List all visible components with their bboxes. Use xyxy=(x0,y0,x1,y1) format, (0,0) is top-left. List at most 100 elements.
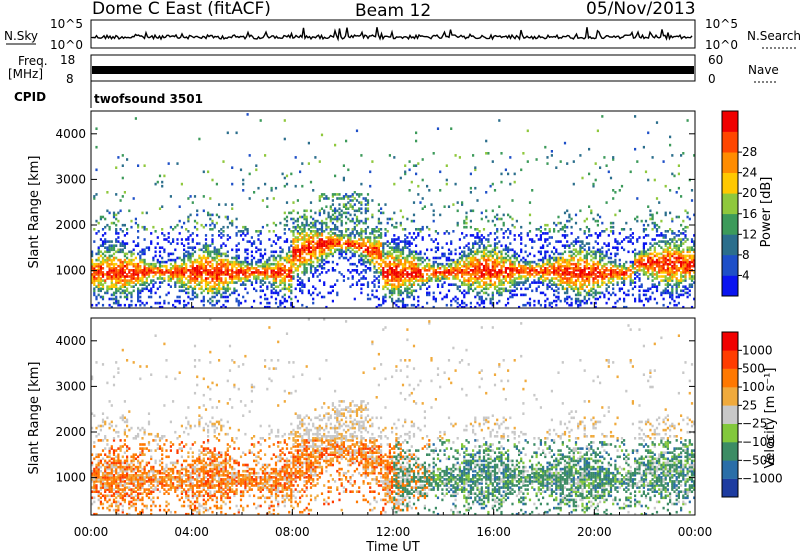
range-cell xyxy=(279,271,282,274)
range-cell xyxy=(209,271,212,274)
range-cell xyxy=(401,301,405,305)
range-cell xyxy=(382,287,385,291)
range-cell xyxy=(207,262,210,266)
range-cell xyxy=(121,283,124,286)
range-cell xyxy=(369,254,372,258)
range-cell xyxy=(463,301,466,305)
range-cell xyxy=(207,260,210,264)
range-cell xyxy=(432,267,435,270)
range-cell xyxy=(526,254,529,258)
range-cell xyxy=(325,244,328,247)
range-cell xyxy=(664,248,667,252)
range-cell xyxy=(303,250,306,254)
range-cell xyxy=(288,295,291,299)
range-cell xyxy=(386,221,389,225)
range-cell xyxy=(382,254,385,258)
range-cell xyxy=(314,246,317,249)
range-cell xyxy=(279,246,282,249)
range-cell xyxy=(504,267,507,270)
range-cell xyxy=(331,269,334,272)
range-cell xyxy=(485,297,488,301)
range-cell xyxy=(436,285,440,288)
range-cell xyxy=(130,254,133,258)
range-cell xyxy=(259,258,262,262)
range-cell xyxy=(596,267,599,270)
range-cell xyxy=(603,254,606,258)
range-cell xyxy=(141,281,144,284)
range-cell xyxy=(283,211,286,215)
range-cell xyxy=(491,260,494,264)
range-cell xyxy=(467,289,470,293)
range-cell xyxy=(369,232,372,235)
range-cell xyxy=(408,168,411,172)
range-cell xyxy=(351,207,354,210)
range-cell xyxy=(290,301,293,305)
range-cell xyxy=(101,258,105,262)
range-cell xyxy=(482,264,486,268)
range-cell xyxy=(95,262,98,266)
range-cell xyxy=(535,289,538,293)
range-cell xyxy=(303,285,306,288)
range-cell xyxy=(461,273,464,276)
range-cell xyxy=(563,223,567,227)
range-cell xyxy=(655,285,659,288)
range-cell xyxy=(193,277,197,280)
range-cell xyxy=(274,273,278,276)
range-cell xyxy=(623,305,626,309)
range-cell xyxy=(612,260,615,264)
range-cell xyxy=(436,271,440,274)
range-cell xyxy=(97,269,100,272)
range-cell xyxy=(417,232,420,235)
range-cell xyxy=(224,244,227,247)
range-cell xyxy=(642,254,645,258)
range-cell xyxy=(283,271,286,274)
range-cell xyxy=(631,260,634,264)
range-cell xyxy=(377,203,380,206)
range-cell xyxy=(616,264,619,268)
range-cell xyxy=(172,240,175,243)
range-cell xyxy=(209,197,212,200)
range-cell xyxy=(373,267,376,270)
range-cell xyxy=(303,248,306,252)
range-cell xyxy=(386,250,389,254)
range-cell xyxy=(515,267,518,270)
range-cell xyxy=(467,242,470,245)
range-cell xyxy=(296,211,299,215)
range-cell xyxy=(327,215,330,219)
range-cell xyxy=(99,287,102,291)
range-cell xyxy=(331,267,334,270)
range-cell xyxy=(312,248,315,252)
range-cell xyxy=(362,254,365,258)
range-cell xyxy=(419,271,422,274)
range-cell xyxy=(651,279,654,282)
date-title: 05/Nov/2013 xyxy=(586,0,696,19)
range-cell xyxy=(454,248,457,252)
range-cell xyxy=(139,264,142,268)
range-cell xyxy=(375,244,378,247)
range-cell xyxy=(158,269,162,272)
range-cell xyxy=(115,275,118,278)
range-cell xyxy=(408,273,411,276)
range-cell xyxy=(115,285,118,288)
range-cell xyxy=(226,254,229,258)
range-cell xyxy=(139,271,142,274)
range-cell xyxy=(644,271,648,274)
range-cell xyxy=(666,267,669,270)
range-cell xyxy=(123,260,126,264)
range-cell xyxy=(132,252,135,256)
range-cell xyxy=(662,240,665,243)
range-cell xyxy=(97,273,100,276)
range-cell xyxy=(592,269,595,272)
range-cell xyxy=(504,287,507,291)
range-cell xyxy=(544,269,547,272)
range-cell xyxy=(391,277,394,280)
range-cell xyxy=(147,262,151,266)
range-cell xyxy=(115,240,118,243)
range-cell xyxy=(526,279,529,282)
range-cell xyxy=(599,260,602,264)
range-cell xyxy=(266,258,269,262)
range-cell xyxy=(522,264,525,268)
range-cell xyxy=(353,236,356,239)
range-cell xyxy=(478,271,481,274)
range-cell xyxy=(441,252,444,256)
